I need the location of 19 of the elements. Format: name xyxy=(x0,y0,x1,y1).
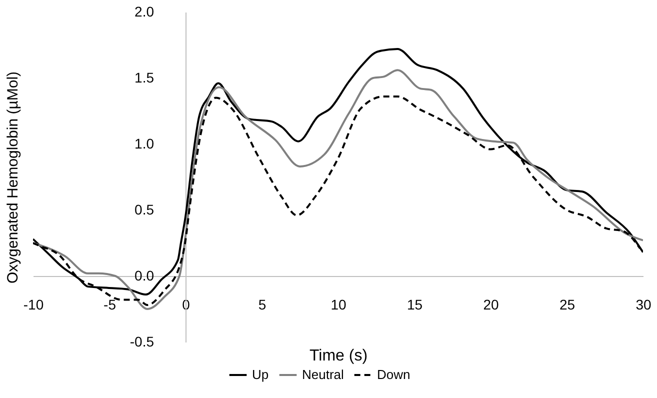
x-axis-title: Time (s) xyxy=(309,348,368,364)
legend-label: Neutral xyxy=(302,367,344,382)
x-tick-label: 5 xyxy=(258,296,266,312)
y-tick-label: -0.5 xyxy=(130,334,154,350)
x-tick-label: 15 xyxy=(406,296,423,312)
x-tick-label: 20 xyxy=(483,296,499,312)
y-tick-label: 1.0 xyxy=(134,136,154,152)
legend-label: Down xyxy=(377,367,410,382)
x-tick-label: -10 xyxy=(23,296,44,312)
x-tick-label: 10 xyxy=(330,296,346,312)
x-tick-label: -5 xyxy=(104,296,116,312)
x-tick-label: 25 xyxy=(559,296,576,312)
y-tick-label: 0.0 xyxy=(134,268,154,284)
legend-label: Up xyxy=(252,367,269,382)
y-tick-label: 1.5 xyxy=(134,70,154,86)
y-tick-label: 0.5 xyxy=(134,202,154,218)
x-tick-label: 30 xyxy=(636,296,652,312)
y-axis-title: Oxygenated Hemoglobin (µMol) xyxy=(4,71,22,284)
y-tick-label: 2.0 xyxy=(134,4,154,20)
